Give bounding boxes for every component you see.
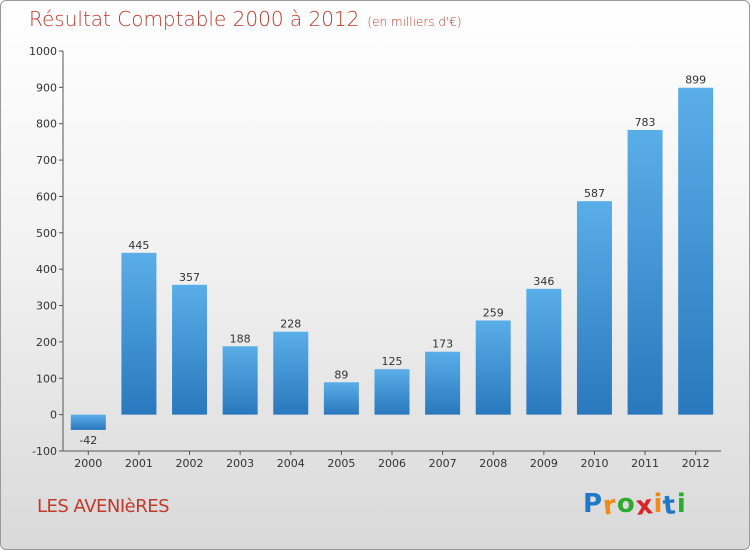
bar [425,351,461,415]
x-tick-label: 2005 [327,457,355,470]
x-tick-label: 2007 [429,457,457,470]
bar [121,252,157,415]
data-label: 587 [584,187,605,200]
x-tick-label: 2004 [277,457,305,470]
data-label: 173 [432,338,453,351]
x-tick-label: 2006 [378,457,406,470]
data-label: 445 [128,239,149,252]
chart-title: Résultat Comptable 2000 à 2012 [29,7,360,31]
logo-letter: i [653,489,664,519]
logo-letter: i [676,489,687,519]
x-tick-label: 2012 [682,457,710,470]
y-tick-label: 100 [36,372,57,385]
location-name: LES AVENIèRES [37,496,170,517]
bar [526,288,562,415]
y-tick-label: 300 [36,300,57,313]
data-label: 783 [635,116,656,129]
x-tick-label: 2009 [530,457,558,470]
logo-letter: r [601,490,619,522]
x-tick-label: 2011 [631,457,659,470]
y-tick-label: 800 [36,118,57,131]
data-label: -42 [79,434,97,447]
bar [273,331,309,415]
y-tick-label: 400 [36,263,57,276]
bar [70,414,106,430]
proxiti-logo: Proxiti [583,489,687,522]
x-tick-label: 2010 [580,457,608,470]
chart-title-block: Résultat Comptable 2000 à 2012 (en millie… [29,7,462,31]
data-label: 899 [685,74,706,87]
y-tick-label: 500 [36,227,57,240]
bar [576,201,612,415]
x-tick-label: 2003 [226,457,254,470]
bar [374,369,410,415]
data-label: 188 [230,332,251,345]
x-tick-label: 2008 [479,457,507,470]
data-label: 346 [533,275,554,288]
data-label: 228 [280,318,301,331]
logo-letter: P [583,489,604,519]
data-label: 357 [179,271,200,284]
bar [323,382,359,415]
logo-letter: x [634,490,656,522]
y-tick-label: 200 [36,336,57,349]
data-label: 89 [334,368,348,381]
bar [222,346,258,415]
bar [678,87,714,415]
x-tick-label: 2001 [125,457,153,470]
y-tick-label: -100 [32,445,57,458]
x-tick-label: 2000 [74,457,102,470]
bar [627,129,663,415]
y-tick-label: 600 [36,190,57,203]
chart-subtitle: (en milliers d'€) [367,15,462,29]
y-tick-label: 900 [36,81,57,94]
logo-letter: o [616,489,636,519]
y-tick-label: 0 [50,409,57,422]
x-tick-label: 2002 [176,457,204,470]
bar [475,320,511,415]
bar [172,284,208,415]
y-tick-label: 700 [36,154,57,167]
data-label: 259 [483,306,504,319]
data-label: 125 [382,355,403,368]
y-tick-label: 1000 [29,45,57,58]
